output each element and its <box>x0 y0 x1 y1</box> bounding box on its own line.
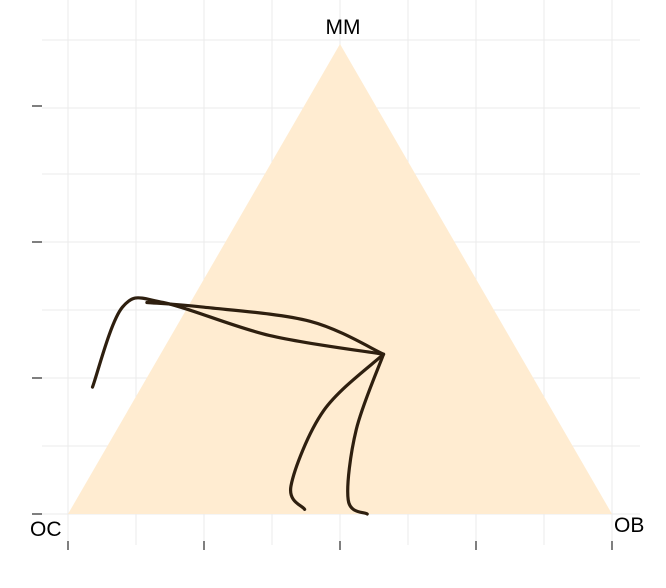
axis-ticks <box>32 105 613 550</box>
series-layer <box>90 296 386 516</box>
series-line-2 <box>145 300 386 356</box>
ternary-region <box>68 44 612 514</box>
vertex-label-ob: OB <box>614 514 644 537</box>
series-line-3 <box>289 352 386 511</box>
vertex-label-oc: OC <box>30 518 62 541</box>
series-line-4 <box>346 352 386 516</box>
vertex-label-mm: MM <box>326 16 361 39</box>
